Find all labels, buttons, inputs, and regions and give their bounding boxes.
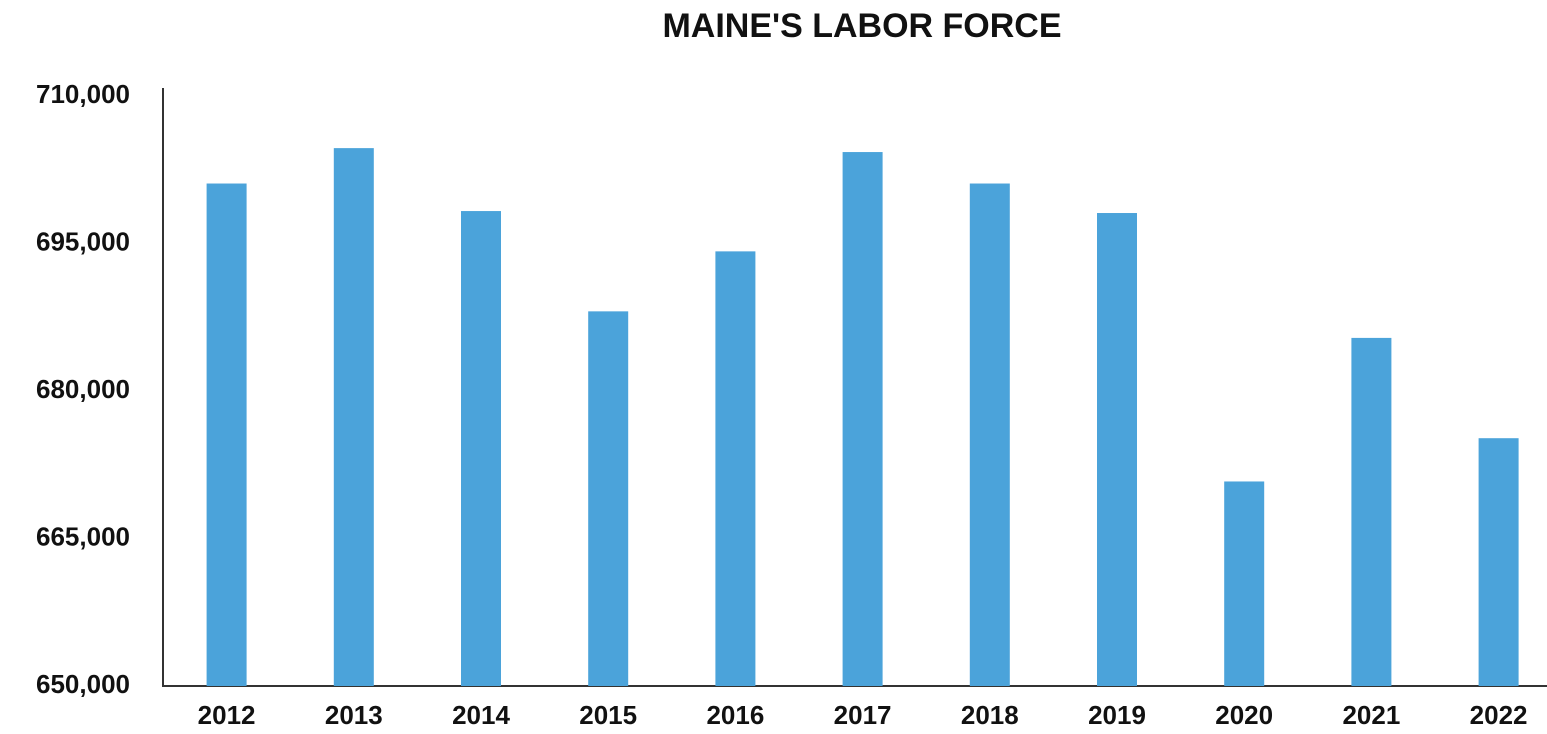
bar <box>206 183 247 686</box>
x-tick-label: 2020 <box>1215 700 1273 730</box>
bar <box>1351 337 1392 686</box>
x-tick-label: 2016 <box>706 700 764 730</box>
bar <box>715 251 756 686</box>
x-tick-label: 2022 <box>1470 700 1528 730</box>
x-tick-label: 2012 <box>198 700 256 730</box>
bar <box>1224 481 1265 686</box>
y-tick-label: 680,000 <box>36 374 130 404</box>
y-tick-label: 695,000 <box>36 226 130 256</box>
bar <box>1097 213 1137 686</box>
bar <box>969 183 1010 686</box>
x-tick-label: 2019 <box>1088 700 1146 730</box>
x-tick-label: 2021 <box>1342 700 1400 730</box>
bar <box>1478 438 1519 686</box>
bar <box>333 148 374 686</box>
y-tick-label: 665,000 <box>36 521 130 551</box>
bar <box>842 152 883 687</box>
bar <box>461 211 501 687</box>
y-tick-label: 650,000 <box>36 669 130 699</box>
x-tick-label: 2013 <box>325 700 383 730</box>
x-tick-label: 2017 <box>834 700 892 730</box>
chart-title: MAINE'S LABOR FORCE <box>662 7 1061 45</box>
x-tick-label: 2015 <box>579 700 637 730</box>
x-tick-label: 2018 <box>961 700 1019 730</box>
y-tick-label: 710,000 <box>36 79 130 109</box>
x-tick-label: 2014 <box>452 700 510 730</box>
bar <box>588 311 629 686</box>
